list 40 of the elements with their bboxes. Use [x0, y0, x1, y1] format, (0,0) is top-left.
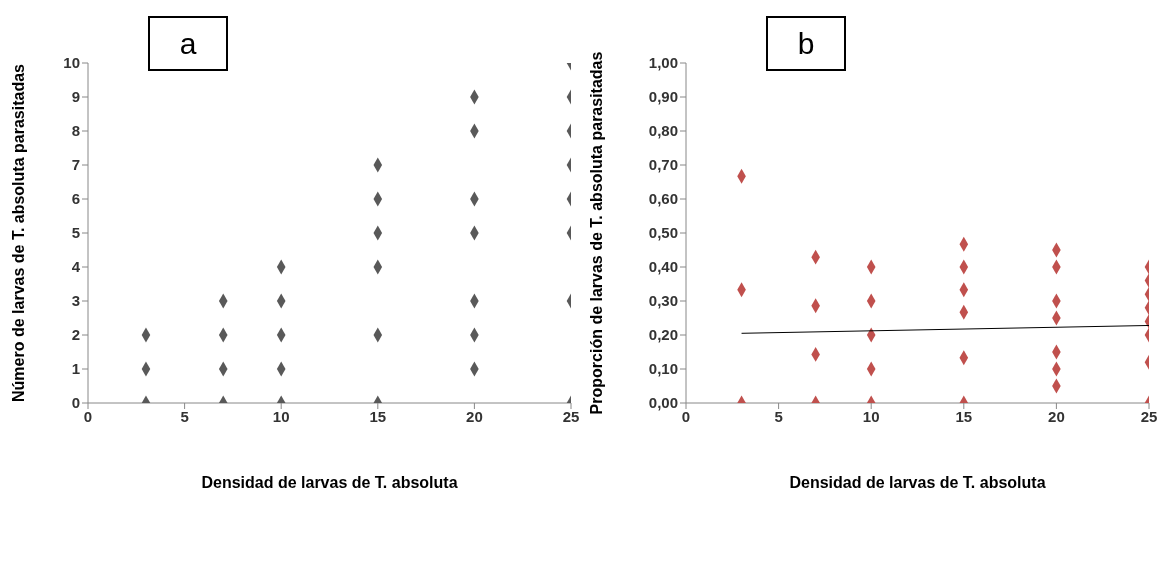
- x-tick-label: 10: [862, 407, 880, 425]
- y-tick-label: 0,20: [648, 326, 678, 344]
- x-tick-label: 0: [681, 407, 691, 425]
- x-tick-label: 20: [1048, 407, 1065, 425]
- x-tick-label: 5: [774, 407, 783, 425]
- x-tick-label: 20: [466, 407, 483, 425]
- x-tick-label: 15: [955, 407, 973, 425]
- y-tick-label: 0,40: [648, 258, 678, 276]
- y-tick-label: 7: [71, 156, 80, 174]
- y-tick-label: 10: [63, 54, 80, 72]
- y-tick-label: 0: [71, 394, 80, 412]
- y-tick-label: 2: [71, 326, 80, 344]
- y-axis-title: Proporción de larvas de T. absoluta parasitadas: [587, 51, 605, 415]
- y-tick-label: 0,80: [648, 122, 678, 140]
- text: b: [766, 16, 846, 71]
- x-tick-label: 25: [1140, 407, 1158, 425]
- y-tick-label: 3: [71, 292, 80, 310]
- x-tick-label: 0: [83, 407, 93, 425]
- x-tick-label: 5: [180, 407, 189, 425]
- x-tick-label: 15: [369, 407, 387, 425]
- x-tick-label: 25: [562, 407, 580, 425]
- y-tick-label: 9: [71, 88, 80, 106]
- y-tick-label: 0,50: [648, 224, 678, 242]
- y-tick-label: 8: [71, 122, 80, 140]
- y-tick-label: 0,00: [648, 394, 678, 412]
- y-axis-title: Número de larvas de T. absoluta parasitadas: [9, 63, 27, 402]
- y-tick-label: 0,30: [648, 292, 678, 310]
- y-tick-label: 6: [71, 190, 80, 208]
- y-tick-label: 0,90: [648, 88, 678, 106]
- text: a: [148, 16, 228, 71]
- y-tick-label: 0,10: [648, 360, 678, 378]
- y-tick-label: 1,00: [648, 54, 678, 72]
- x-axis-title: Densidad de larvas de T. absoluta: [201, 474, 458, 491]
- y-tick-label: 0,60: [648, 190, 678, 208]
- x-tick-label: 10: [272, 407, 290, 425]
- y-tick-label: 1: [71, 360, 80, 378]
- y-tick-label: 4: [71, 258, 81, 276]
- x-axis-title: Densidad de larvas de T. absoluta: [789, 474, 1046, 491]
- y-tick-label: 5: [71, 224, 80, 242]
- y-tick-label: 0,70: [648, 156, 678, 174]
